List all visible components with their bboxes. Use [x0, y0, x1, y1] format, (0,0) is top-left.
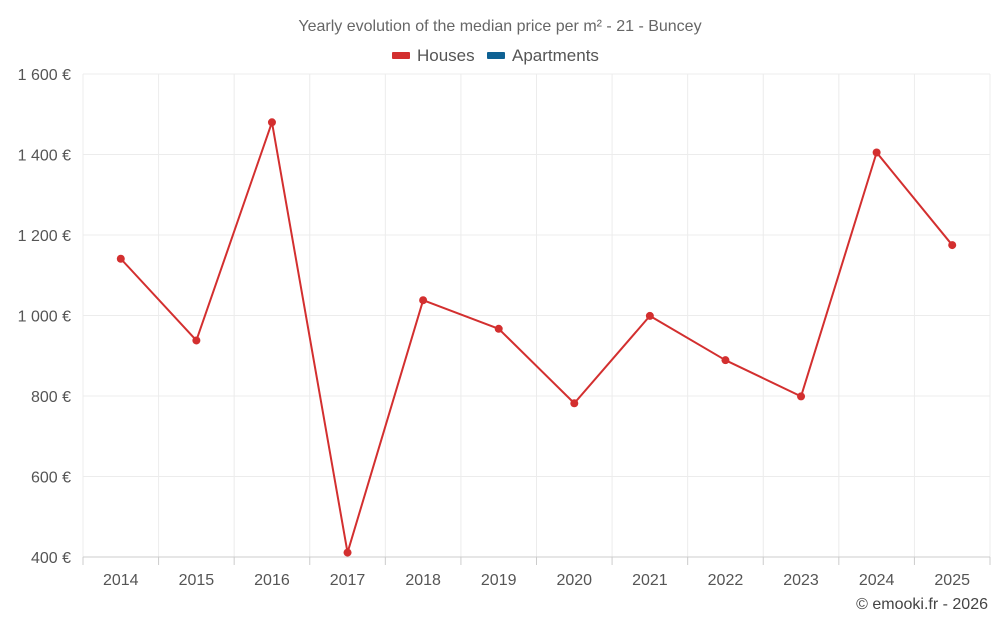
series-line: [120, 121, 953, 554]
x-tick-label: 2019: [481, 572, 517, 589]
grid: [82, 73, 991, 557]
data-point[interactable]: [419, 296, 428, 305]
series-layer: [116, 118, 957, 557]
chart-title: Yearly evolution of the median price per…: [298, 18, 701, 35]
x-tick-label: 2016: [254, 572, 290, 589]
x-tick-label: 2023: [783, 572, 819, 589]
x-tick-label: 2021: [632, 572, 668, 589]
y-tick-label: 600 €: [31, 470, 71, 487]
data-point[interactable]: [116, 254, 125, 263]
x-tick-label: 2017: [330, 572, 366, 589]
legend: Houses Apartments: [392, 46, 599, 65]
legend-label[interactable]: Houses: [417, 46, 475, 65]
y-tick-label: 1 200 €: [18, 228, 71, 245]
y-tick-label: 800 €: [31, 389, 71, 406]
data-point[interactable]: [948, 241, 957, 250]
credit-text: © emooki.fr - 2026: [856, 596, 988, 613]
x-tick-label: 2025: [934, 572, 970, 589]
legend-swatch: [392, 52, 410, 59]
y-tick-label: 1 000 €: [18, 309, 71, 326]
data-point[interactable]: [645, 311, 654, 320]
data-point[interactable]: [343, 548, 352, 557]
data-point[interactable]: [721, 356, 730, 365]
data-point[interactable]: [192, 336, 201, 345]
x-tick-label: 2020: [556, 572, 592, 589]
x-tick-label: 2014: [103, 572, 139, 589]
data-point[interactable]: [570, 399, 579, 408]
x-tick-label: 2022: [708, 572, 744, 589]
data-point[interactable]: [797, 392, 806, 401]
y-tick-label: 1 600 €: [18, 67, 71, 84]
axes: 400 € 600 € 800 € 1 000 € 1 200 € 1 400 € 1 60…: [18, 67, 991, 589]
y-tick-label: 400 €: [31, 550, 71, 567]
x-tick-label: 2024: [859, 572, 895, 589]
y-tick-label: 1 400 €: [18, 148, 71, 165]
data-point[interactable]: [494, 324, 503, 333]
x-tick-label: 2015: [179, 572, 215, 589]
data-point[interactable]: [872, 148, 881, 157]
legend-swatch: [487, 52, 505, 59]
legend-label[interactable]: Apartments: [512, 46, 599, 65]
data-point[interactable]: [267, 118, 276, 127]
x-tick-label: 2018: [405, 572, 441, 589]
